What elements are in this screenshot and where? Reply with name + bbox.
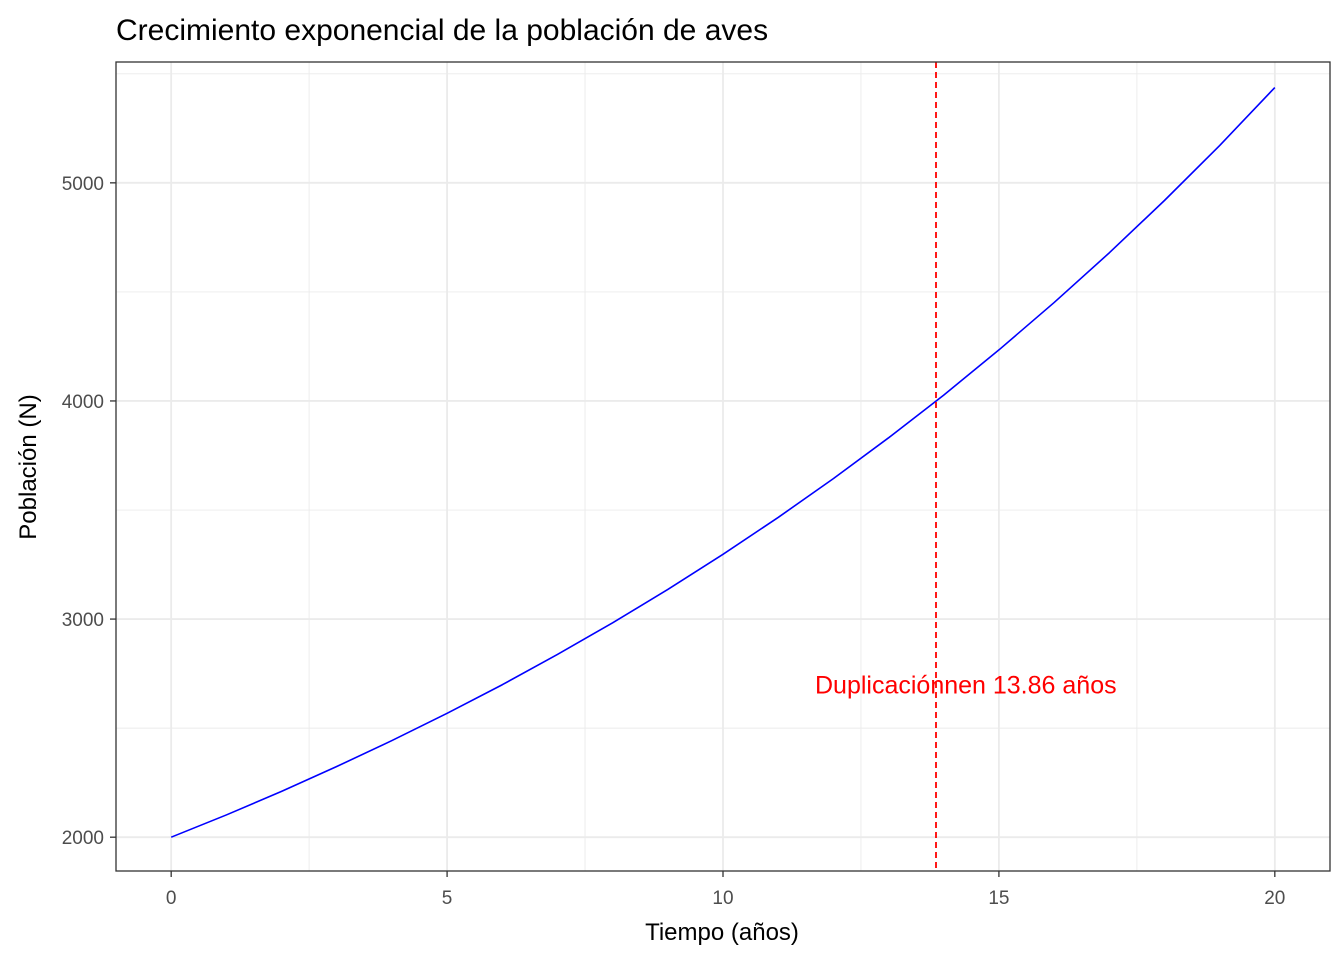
x-tick-label: 0 xyxy=(166,888,177,909)
y-tick-label: 4000 xyxy=(62,392,104,413)
x-tick-label: 10 xyxy=(712,888,733,909)
series-layer xyxy=(170,86,1276,838)
series-line xyxy=(170,86,1276,838)
chart-title: Crecimiento exponencial de la población … xyxy=(116,14,768,47)
y-axis: 2000 3000 4000 5000 xyxy=(62,174,116,849)
x-tick-label: 15 xyxy=(988,888,1009,909)
annotation-layer: Duplicaciónnen 13.86 años xyxy=(815,672,1117,700)
y-tick-label: 5000 xyxy=(62,174,104,195)
y-tick-label: 3000 xyxy=(62,610,104,631)
x-tick-label: 20 xyxy=(1264,888,1285,909)
y-axis-title: Población (N) xyxy=(15,394,42,539)
doubling-annotation: Duplicaciónnen 13.86 años xyxy=(815,672,1117,700)
grid-lines xyxy=(116,62,1330,871)
x-axis-title: Tiempo (años) xyxy=(645,919,799,946)
y-tick-label: 2000 xyxy=(62,828,104,849)
x-axis: 0 5 10 15 20 xyxy=(166,871,1285,909)
plot-panel: Duplicaciónnen 13.86 años xyxy=(115,61,1331,872)
x-tick-label: 5 xyxy=(442,888,453,909)
